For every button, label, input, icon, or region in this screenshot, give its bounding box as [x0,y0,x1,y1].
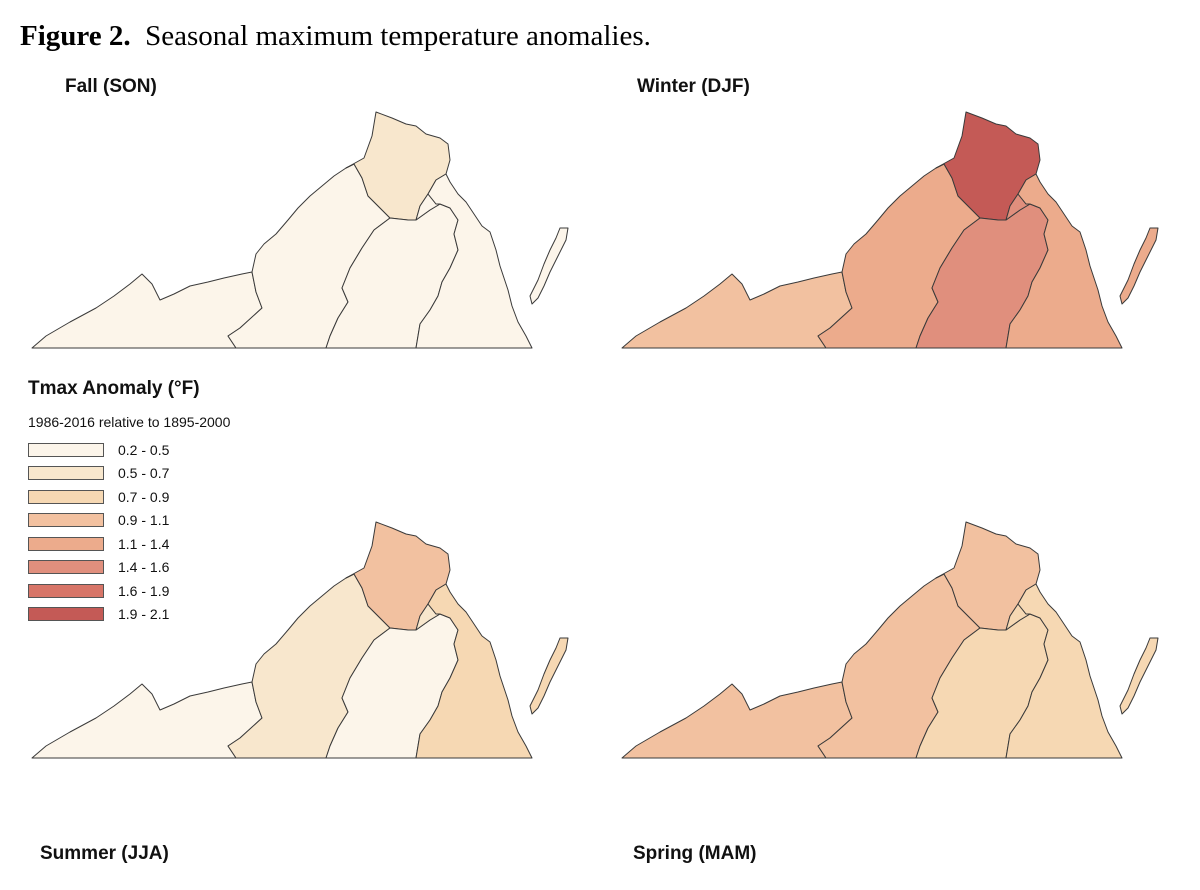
map-summer [31,521,569,759]
panel-title-summer: Summer (JJA) [40,843,169,864]
figure-caption-text: Seasonal maximum temperature anomalies. [145,20,651,52]
legend-swatch [28,560,104,575]
legend-swatch [28,442,104,457]
legend-item: 1.6 - 1.9 [28,579,328,603]
legend-item: 0.9 - 1.1 [28,509,328,533]
legend-swatch [28,489,104,504]
region-southwest [621,271,853,349]
legend-label: 0.9 - 1.1 [118,512,170,529]
legend-swatch [28,583,104,598]
region-southwest [31,681,263,759]
region-southwest [621,681,853,759]
region-tidewater [415,583,533,759]
legend-label: 1.4 - 1.6 [118,559,170,576]
legend-swatch [28,536,104,551]
legend-item: 1.4 - 1.6 [28,556,328,580]
legend-label: 1.1 - 1.4 [118,535,170,552]
panel-title-winter: Winter (DJF) [637,76,750,97]
legend-label: 1.6 - 1.9 [118,582,170,599]
legend-item: 0.5 - 0.7 [28,462,328,486]
region-eastern-shore [529,637,569,715]
map-spring [621,521,1159,759]
legend-label: 0.2 - 0.5 [118,441,170,458]
legend-label: 1.9 - 2.1 [118,606,170,623]
legend-subtitle: 1986-2016 relative to 1895-2000 [28,414,231,430]
region-tidewater [1005,173,1123,349]
legend-item: 1.9 - 2.1 [28,603,328,627]
legend-swatch [28,607,104,622]
map-fall [31,111,569,349]
legend-item: 1.1 - 1.4 [28,532,328,556]
region-southwest [31,271,263,349]
panel-title-fall: Fall (SON) [65,76,157,97]
legend-label: 0.5 - 0.7 [118,465,170,482]
legend-item: 0.7 - 0.9 [28,485,328,509]
region-eastern-shore [1119,637,1159,715]
map-winter [621,111,1159,349]
legend-swatch [28,466,104,481]
panel-title-spring: Spring (MAM) [633,843,757,864]
region-tidewater [1005,583,1123,759]
figure-label: Figure 2. [20,20,131,52]
map-legend: Tmax Anomaly (°F) 1986-2016 relative to … [28,378,328,626]
region-eastern-shore [1119,227,1159,305]
region-tidewater [415,173,533,349]
legend-label: 0.7 - 0.9 [118,488,170,505]
figure-caption: Figure 2. Seasonal maximum temperature a… [20,20,651,53]
legend-items: 0.2 - 0.5 0.5 - 0.7 0.7 - 0.9 0.9 - 1.1 1.1 … [28,438,328,626]
legend-swatch [28,513,104,528]
region-eastern-shore [529,227,569,305]
legend-title: Tmax Anomaly (°F) [28,378,200,399]
legend-item: 0.2 - 0.5 [28,438,328,462]
